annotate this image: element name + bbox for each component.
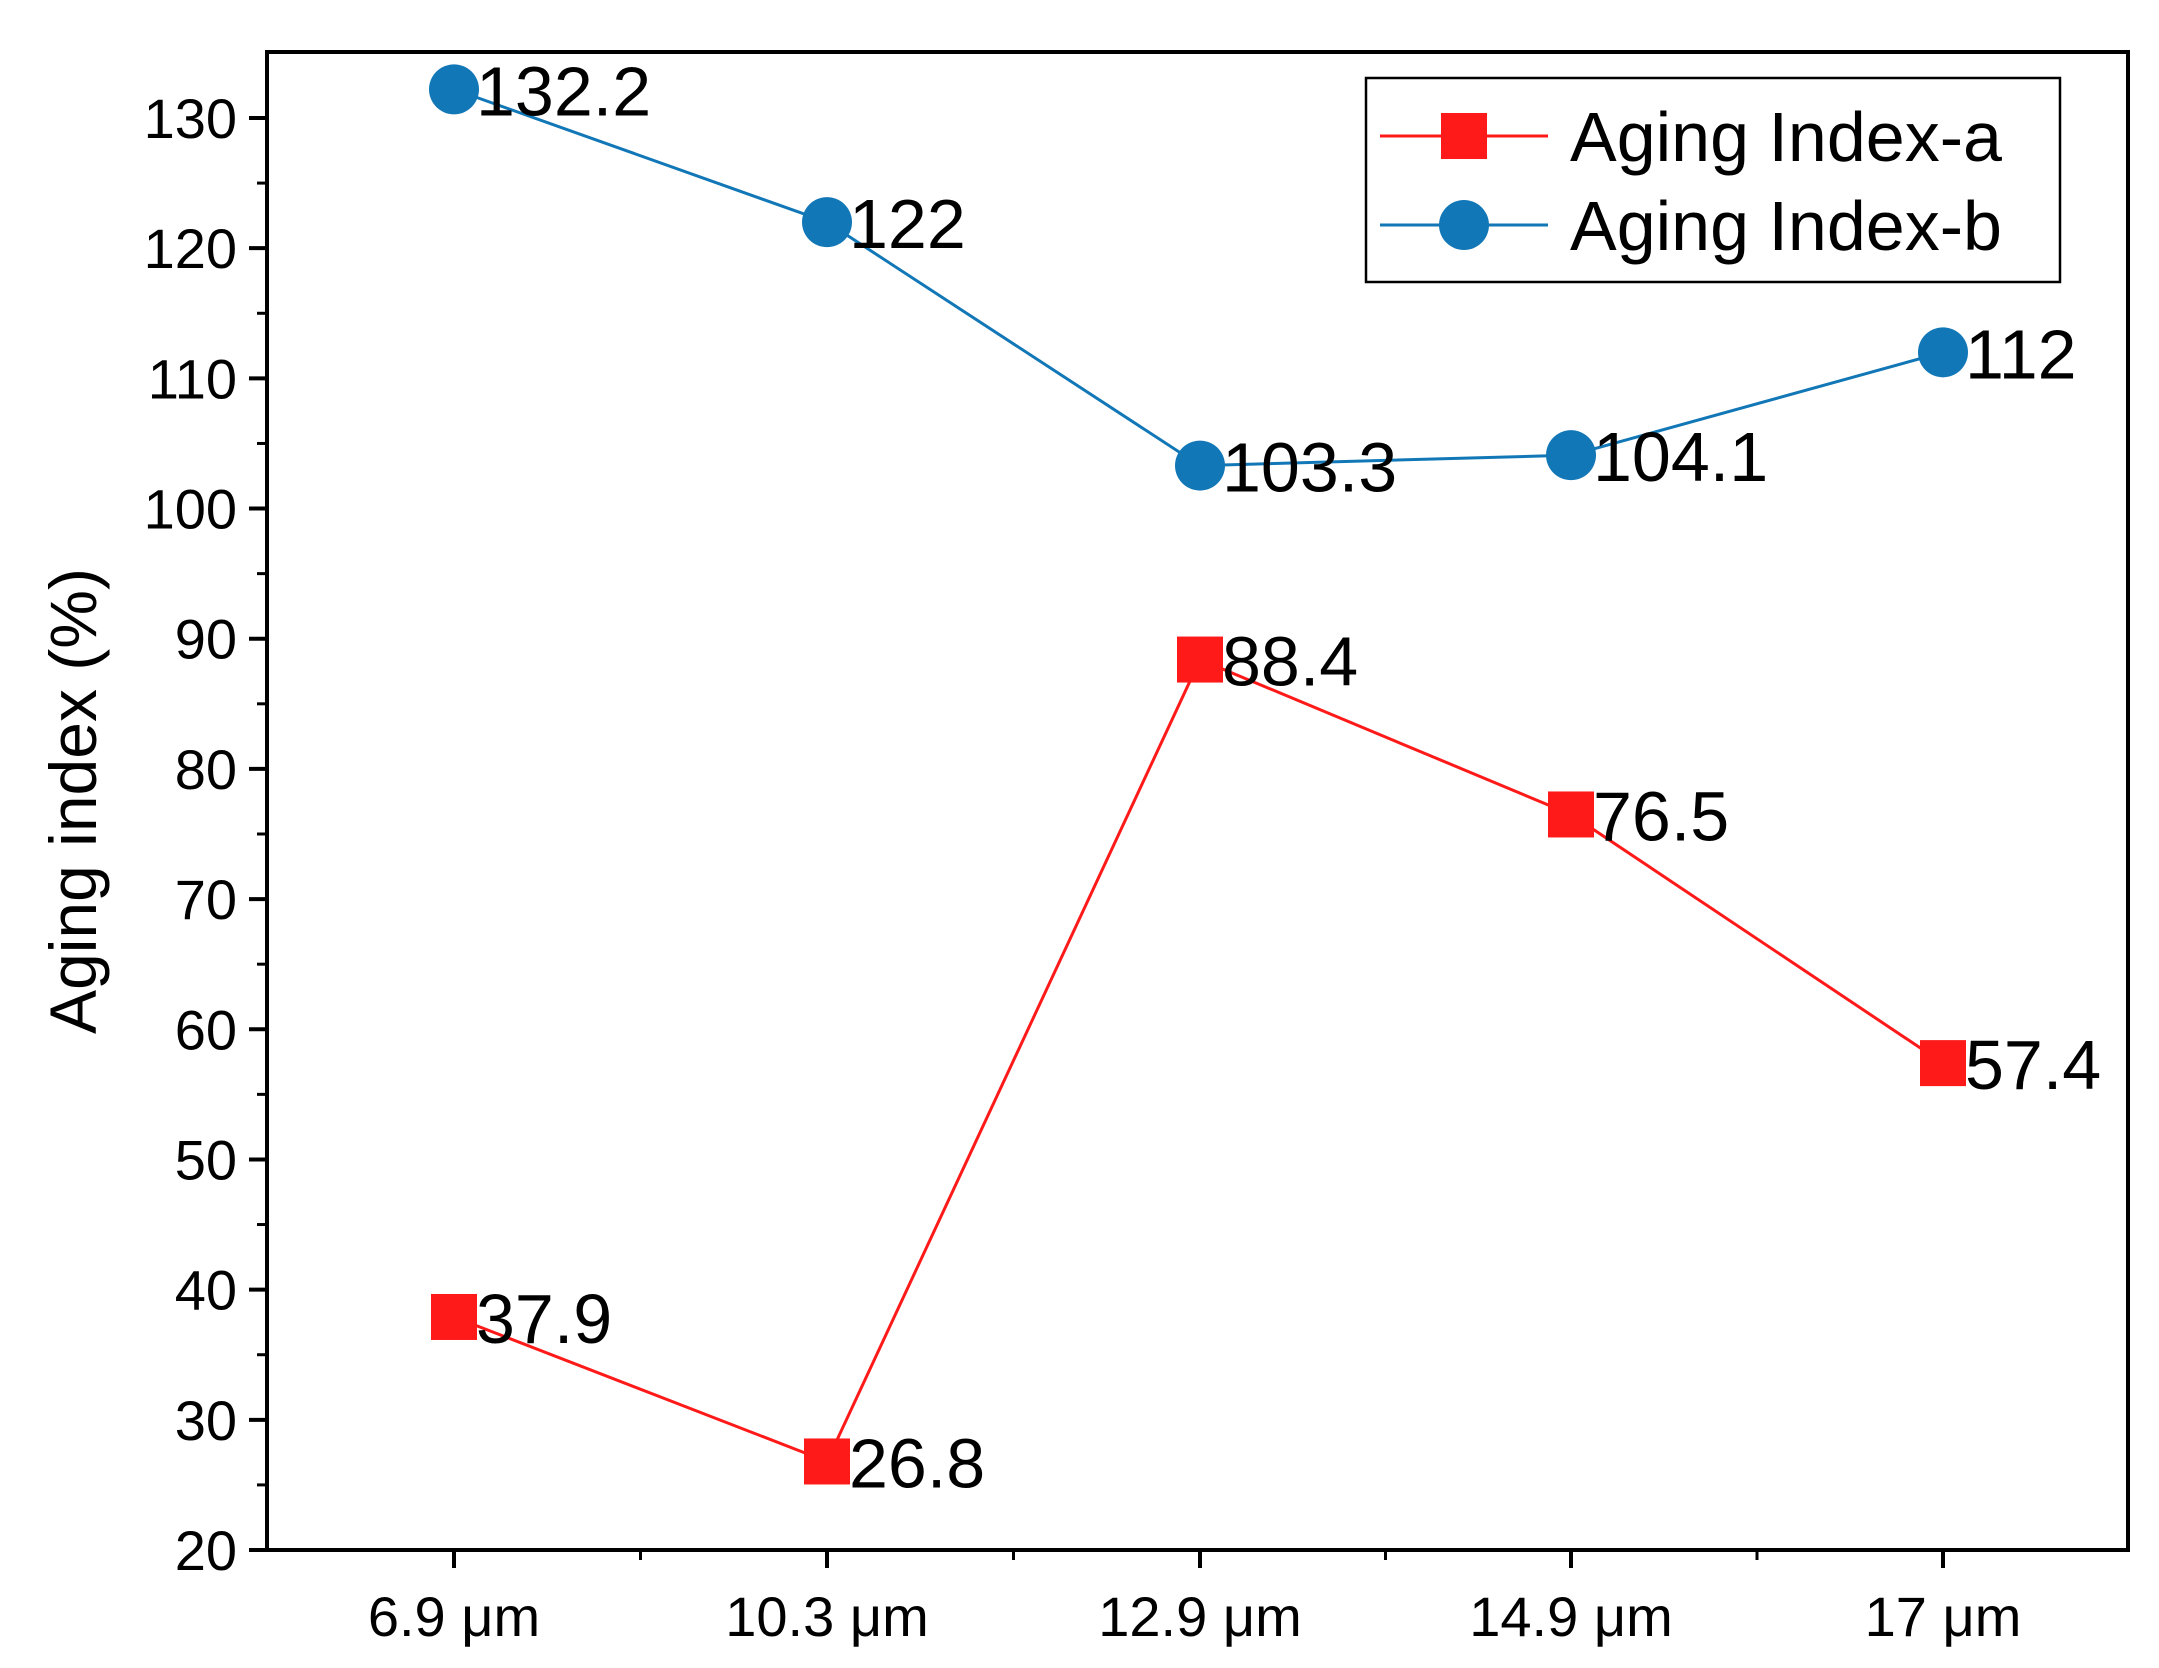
y-tick-label: 20 bbox=[175, 1519, 237, 1582]
legend-marker-circle bbox=[1439, 200, 1489, 250]
data-point-circle bbox=[1918, 327, 1968, 378]
x-tick-label: 17 μm bbox=[1865, 1585, 2022, 1648]
x-tick-label: 12.9 μm bbox=[1098, 1585, 1301, 1648]
legend: Aging Index-a Aging Index-b bbox=[1364, 76, 2062, 284]
data-label: 103.3 bbox=[1222, 429, 1397, 507]
data-label: 104.1 bbox=[1593, 418, 1768, 496]
data-point-square bbox=[804, 1438, 850, 1485]
y-tick-label: 130 bbox=[144, 87, 237, 150]
y-tick-label: 70 bbox=[175, 868, 237, 931]
data-label: 57.4 bbox=[1965, 1026, 2101, 1104]
legend-label: Aging Index-a bbox=[1570, 98, 2002, 176]
x-tick-label: 14.9 μm bbox=[1469, 1585, 1672, 1648]
legend-marker-square bbox=[1441, 113, 1487, 159]
data-label: 37.9 bbox=[476, 1280, 612, 1358]
data-label: 112 bbox=[1965, 315, 2077, 393]
legend-label: Aging Index-b bbox=[1570, 187, 2002, 265]
plot-frame bbox=[265, 50, 2130, 1552]
data-label: 88.4 bbox=[1222, 623, 1358, 701]
data-label: 132.2 bbox=[476, 52, 651, 130]
y-tick-label: 60 bbox=[175, 998, 237, 1061]
data-point-circle bbox=[429, 64, 479, 115]
data-point-square bbox=[431, 1293, 477, 1340]
data-point-square bbox=[1177, 636, 1223, 683]
data-point-circle bbox=[802, 197, 852, 248]
y-tick-label: 110 bbox=[148, 347, 237, 410]
data-point-circle bbox=[1175, 440, 1225, 491]
x-tick-label: 6.9 μm bbox=[368, 1585, 540, 1648]
x-tick-label: 10.3 μm bbox=[725, 1585, 928, 1648]
y-tick-label: 80 bbox=[175, 738, 237, 801]
data-point-circle bbox=[1546, 430, 1596, 481]
y-tick-label: 100 bbox=[144, 478, 237, 541]
y-tick-label: 40 bbox=[175, 1259, 237, 1322]
legend-box bbox=[1364, 76, 2062, 284]
y-tick-label: 30 bbox=[175, 1389, 237, 1452]
y-axis-title: Aging index (%) bbox=[36, 568, 110, 1034]
data-label: 26.8 bbox=[849, 1424, 985, 1502]
data-label: 76.5 bbox=[1593, 777, 1729, 855]
y-tick-label: 50 bbox=[175, 1128, 237, 1191]
y-tick-label: 120 bbox=[144, 217, 237, 280]
data-point-square bbox=[1548, 791, 1594, 838]
y-tick-label: 90 bbox=[175, 608, 237, 671]
data-label: 122 bbox=[849, 185, 966, 263]
data-point-square bbox=[1920, 1040, 1966, 1087]
